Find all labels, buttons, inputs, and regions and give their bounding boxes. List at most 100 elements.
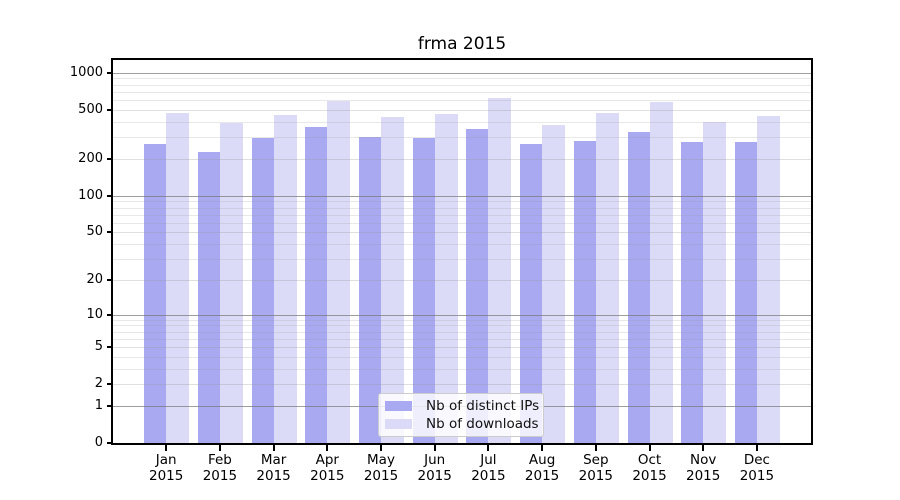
bar-distinct-ips <box>305 126 328 443</box>
y-tick-label: 0 <box>94 435 103 450</box>
bar-distinct-ips <box>144 143 167 443</box>
x-tick-month: Apr <box>315 452 339 468</box>
y-tick-label: 5 <box>94 339 103 354</box>
bar-distinct-ips <box>466 128 489 443</box>
gridline-minor <box>113 91 811 93</box>
bar-downloads <box>649 101 673 443</box>
x-tick-label: May 2015 <box>354 452 408 484</box>
y-tick-mark <box>107 194 113 197</box>
legend-swatch-distinct-ips <box>385 401 412 411</box>
gridline-minor <box>113 368 811 370</box>
legend-label: Nb of distinct IPs <box>426 398 540 414</box>
x-tick-month: Jun <box>424 452 446 468</box>
gridline-minor <box>113 244 811 245</box>
x-tick-mark <box>541 445 544 451</box>
x-tick-label: Mar 2015 <box>247 452 301 484</box>
x-tick-label: Sep 2015 <box>569 452 623 484</box>
x-tick-label: Apr 2015 <box>300 452 354 484</box>
gridline <box>113 158 811 160</box>
x-tick-mark <box>326 445 329 451</box>
gridline-minor <box>113 331 811 333</box>
y-tick-label: 50 <box>86 224 103 240</box>
x-tick-month: Sep <box>583 452 609 468</box>
x-tick-month: Aug <box>528 452 556 468</box>
x-tick-month: Dec <box>743 452 770 468</box>
legend-item-distinct-ips: Nb of distinct IPs <box>385 398 540 414</box>
y-tick-mark <box>107 108 113 111</box>
gridline <box>113 279 811 281</box>
legend-label: Nb of downloads <box>426 416 539 432</box>
x-tick-month: Jan <box>155 452 177 468</box>
gridline-minor <box>113 325 811 327</box>
gridline-minor <box>113 207 811 209</box>
bar-downloads <box>542 124 566 443</box>
gridline-minor <box>113 214 811 216</box>
gridline-minor <box>113 84 811 86</box>
x-tick-label: Aug 2015 <box>515 452 569 484</box>
x-tick-year: 2015 <box>632 468 667 484</box>
bar-distinct-ips <box>251 137 274 443</box>
gridline-minor <box>113 78 811 80</box>
x-tick-year: 2015 <box>256 468 291 484</box>
legend-item-downloads: Nb of downloads <box>385 416 539 432</box>
gridline-minor <box>113 100 811 102</box>
y-tick-mark <box>107 278 113 281</box>
x-tick-label: Jul 2015 <box>461 452 515 484</box>
bar-distinct-ips <box>627 131 650 443</box>
y-tick-label: 200 <box>78 150 103 166</box>
y-tick-label: 1 <box>94 397 103 413</box>
x-tick-year: 2015 <box>686 468 721 484</box>
y-tick-mark <box>107 157 113 160</box>
gridline <box>113 347 811 348</box>
bar-downloads <box>219 122 243 443</box>
gridline-minor <box>113 222 811 224</box>
x-tick-year: 2015 <box>363 468 399 484</box>
gridline-minor <box>113 338 811 340</box>
x-tick-mark <box>433 445 436 451</box>
x-tick-month: Mar <box>260 452 287 468</box>
x-tick-year: 2015 <box>417 468 452 484</box>
bar-distinct-ips <box>359 136 381 443</box>
gridline <box>113 109 811 111</box>
x-tick-year: 2015 <box>202 468 238 484</box>
legend-swatch-downloads <box>385 419 412 429</box>
x-tick-label: Oct 2015 <box>623 452 677 484</box>
x-tick-month: Nov <box>690 452 717 468</box>
y-tick-label: 100 <box>78 187 103 203</box>
x-tick-year: 2015 <box>524 468 560 484</box>
x-tick-mark <box>272 445 275 451</box>
bar-distinct-ips <box>197 151 220 443</box>
gridline-minor <box>113 259 811 260</box>
gridline-minor <box>113 201 811 203</box>
y-tick-label: 20 <box>86 271 103 287</box>
x-tick-label: Dec 2015 <box>730 452 784 484</box>
y-tick-mark <box>107 71 113 74</box>
y-tick-mark <box>107 383 113 386</box>
x-tick-year: 2015 <box>471 468 506 484</box>
gridline-major <box>113 72 811 74</box>
y-tick-mark <box>107 346 113 348</box>
x-tick-month: Feb <box>207 452 232 468</box>
bar-distinct-ips <box>734 141 757 443</box>
bar-distinct-ips <box>681 141 704 443</box>
x-tick-label: Feb 2015 <box>193 452 247 484</box>
y-tick-mark <box>107 404 113 407</box>
y-tick-label: 1000 <box>69 64 103 80</box>
bar-downloads <box>273 114 297 443</box>
x-tick-year: 2015 <box>739 468 775 484</box>
x-tick-month: Jul <box>480 452 497 468</box>
gridline-minor <box>113 356 811 358</box>
bar-downloads <box>166 112 190 443</box>
gridline-minor <box>113 121 811 123</box>
bar-downloads <box>488 97 512 443</box>
bar-distinct-ips <box>412 137 435 443</box>
gridline-major <box>113 314 811 316</box>
plot-frame <box>111 58 813 445</box>
bar-downloads <box>756 115 780 443</box>
gridline-minor <box>113 137 811 139</box>
x-tick-mark <box>594 445 597 451</box>
x-tick-year: 2015 <box>149 468 184 484</box>
bar-downloads <box>703 121 727 443</box>
gridline-major <box>113 195 811 197</box>
